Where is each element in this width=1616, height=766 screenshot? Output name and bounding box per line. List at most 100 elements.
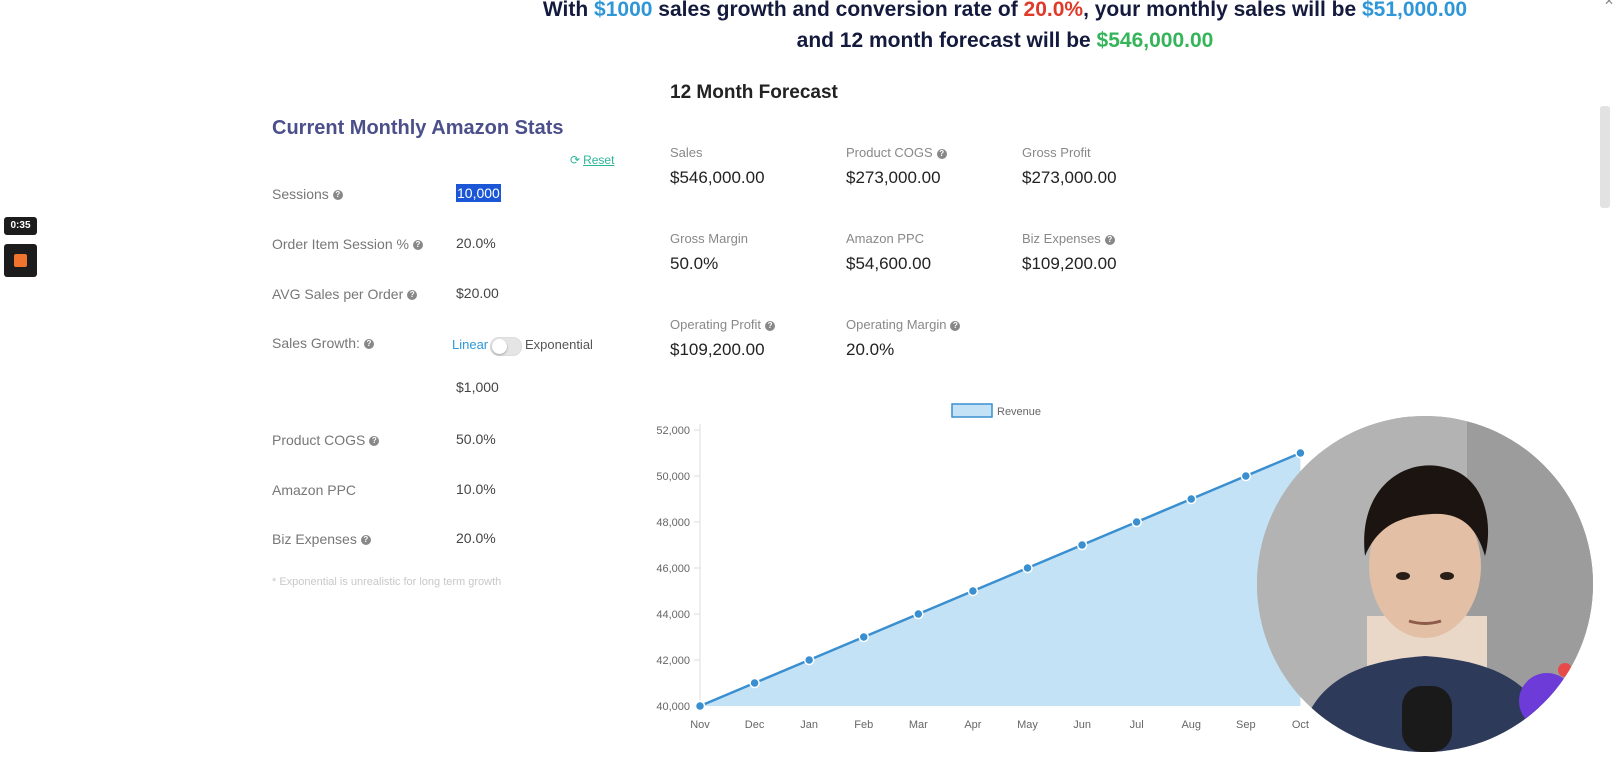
x-tick-label: Oct	[1292, 719, 1309, 731]
stat-operating-margin: Operating Margin? 20.0%	[846, 317, 961, 360]
stat-amazon-ppc: Amazon PPC $54,600.00	[846, 231, 931, 274]
revenue-point	[749, 677, 760, 689]
x-tick-label: Jun	[1073, 719, 1091, 731]
help-icon[interactable]: ?	[407, 290, 418, 301]
reset-label: Reset	[583, 153, 615, 167]
help-icon[interactable]: ?	[360, 535, 371, 546]
headline-conversion-value: 20.0%	[1023, 0, 1084, 21]
headline-monthly-sales-value: $51,000.00	[1361, 0, 1468, 21]
revenue-point	[1186, 493, 1197, 505]
stat-label: Biz Expenses?	[1022, 231, 1117, 246]
legend-label: Revenue	[997, 406, 1041, 418]
sales-growth-label: Sales Growth:?	[272, 335, 374, 351]
biz-expenses-label: Biz Expenses?	[272, 531, 371, 547]
forecast-title: 12 Month Forecast	[670, 82, 838, 103]
y-tick-label: 50,000	[656, 471, 690, 483]
revenue-point	[1022, 562, 1033, 574]
headline-text-3: , your monthly sales will be	[1083, 0, 1362, 21]
scrollbar[interactable]	[1600, 106, 1610, 208]
y-tick-label: 52,000	[656, 425, 690, 437]
revenue-point	[1240, 470, 1252, 482]
revenue-point	[913, 608, 924, 620]
x-tick-label: Feb	[854, 719, 873, 731]
revenue-point	[967, 585, 979, 597]
revenue-area-chart: Revenue 40,000 42,000 44,000 46,000 48,000 50,…	[656, 403, 1309, 731]
x-tick-label: Sep	[1236, 719, 1256, 731]
x-tick-label: Aug	[1181, 719, 1201, 731]
revenue-point	[1131, 516, 1142, 528]
growth-footnote: * Exponential is unrealistic for long te…	[272, 576, 502, 588]
y-tick-label: 44,000	[656, 609, 690, 621]
stat-value: $273,000.00	[1022, 168, 1117, 187]
stat-label: Operating Profit?	[670, 317, 776, 332]
help-icon[interactable]: ?	[765, 320, 776, 331]
x-tick-label: Apr	[964, 719, 981, 731]
growth-linear-option[interactable]: Linear	[452, 337, 489, 352]
legend-swatch	[951, 403, 993, 418]
help-icon[interactable]: ?	[332, 190, 343, 201]
y-tick-label: 48,000	[656, 517, 690, 529]
stat-operating-profit: Operating Profit? $109,200.00	[670, 317, 776, 360]
avg-sales-per-order-label: AVG Sales per Order?	[272, 286, 418, 302]
y-tick-label: 46,000	[656, 563, 690, 575]
reset-button[interactable]: ⟳ Reset	[570, 153, 614, 167]
webcam-overlay	[1257, 416, 1593, 752]
stat-label: Product COGS?	[846, 145, 947, 160]
help-icon[interactable]: ?	[950, 320, 961, 331]
product-cogs-input[interactable]: 50.0%	[456, 431, 496, 447]
forecast-summary-headline: With $1000 sales growth and conversion r…	[540, 0, 1470, 56]
help-icon[interactable]: ?	[936, 148, 947, 159]
x-tick-label: Mar	[909, 719, 928, 731]
headline-forecast-total-value: $546,000.00	[1096, 29, 1214, 52]
x-tick-label: May	[1017, 719, 1038, 731]
stat-gross-margin: Gross Margin 50.0%	[670, 231, 748, 274]
stat-value: $273,000.00	[846, 168, 941, 187]
sessions-label: Sessions?	[272, 186, 343, 202]
stat-gross-profit: Gross Profit $273,000.00	[1022, 145, 1117, 188]
biz-expenses-input[interactable]: 20.0%	[456, 530, 496, 546]
stat-label: Gross Profit	[1022, 145, 1091, 160]
revenue-point	[1076, 539, 1088, 551]
stat-value: 50.0%	[670, 254, 719, 273]
y-tick-label: 40,000	[656, 701, 690, 713]
revenue-point	[694, 700, 706, 712]
growth-exponential-option[interactable]: Exponential	[525, 337, 593, 352]
close-icon[interactable]: ✕	[1604, 0, 1615, 8]
toggle-knob	[492, 339, 507, 354]
amazon-ppc-label: Amazon PPC	[272, 482, 357, 498]
help-icon[interactable]: ?	[369, 436, 380, 447]
revenue-point	[803, 654, 815, 666]
stat-label: Operating Margin?	[846, 317, 961, 332]
stop-icon	[14, 254, 27, 267]
stat-value: $109,200.00	[1022, 254, 1117, 273]
x-tick-label: Jan	[800, 719, 818, 731]
amazon-ppc-input[interactable]: 10.0%	[456, 481, 496, 497]
sessions-input[interactable]: 10,000	[456, 184, 501, 202]
revenue-line	[699, 451, 1301, 708]
sales-growth-input[interactable]: $1,000	[456, 379, 499, 395]
help-icon[interactable]: ?	[363, 339, 374, 350]
revenue-point	[1295, 447, 1306, 459]
stat-label: Gross Margin	[670, 231, 749, 246]
presenter-video	[1257, 416, 1593, 752]
stat-value: 20.0%	[846, 340, 895, 359]
revenue-point	[858, 631, 869, 643]
stat-value: $54,600.00	[846, 254, 932, 273]
headline-text-4: and 12 month forecast will be	[796, 29, 1097, 52]
refresh-icon: ⟳	[570, 153, 581, 167]
x-tick-label: Jul	[1130, 719, 1144, 731]
avg-sales-per-order-input[interactable]: $20.00	[456, 285, 499, 301]
headline-text-1: With	[542, 0, 595, 21]
order-item-session-input[interactable]: 20.0%	[456, 235, 496, 251]
stat-value: $109,200.00	[670, 340, 765, 359]
help-icon[interactable]: ?	[412, 240, 423, 251]
x-tick-label: Dec	[745, 719, 765, 731]
y-tick-label: 42,000	[656, 655, 690, 667]
headline-growth-value: $1000	[594, 0, 653, 21]
stop-recording-button[interactable]	[4, 244, 37, 277]
help-icon[interactable]: ?	[1104, 234, 1115, 245]
product-cogs-label: Product COGS?	[272, 432, 380, 448]
x-tick-label: Nov	[690, 719, 710, 731]
growth-mode-toggle[interactable]	[490, 337, 522, 356]
stat-sales: Sales $546,000.00	[670, 145, 765, 188]
